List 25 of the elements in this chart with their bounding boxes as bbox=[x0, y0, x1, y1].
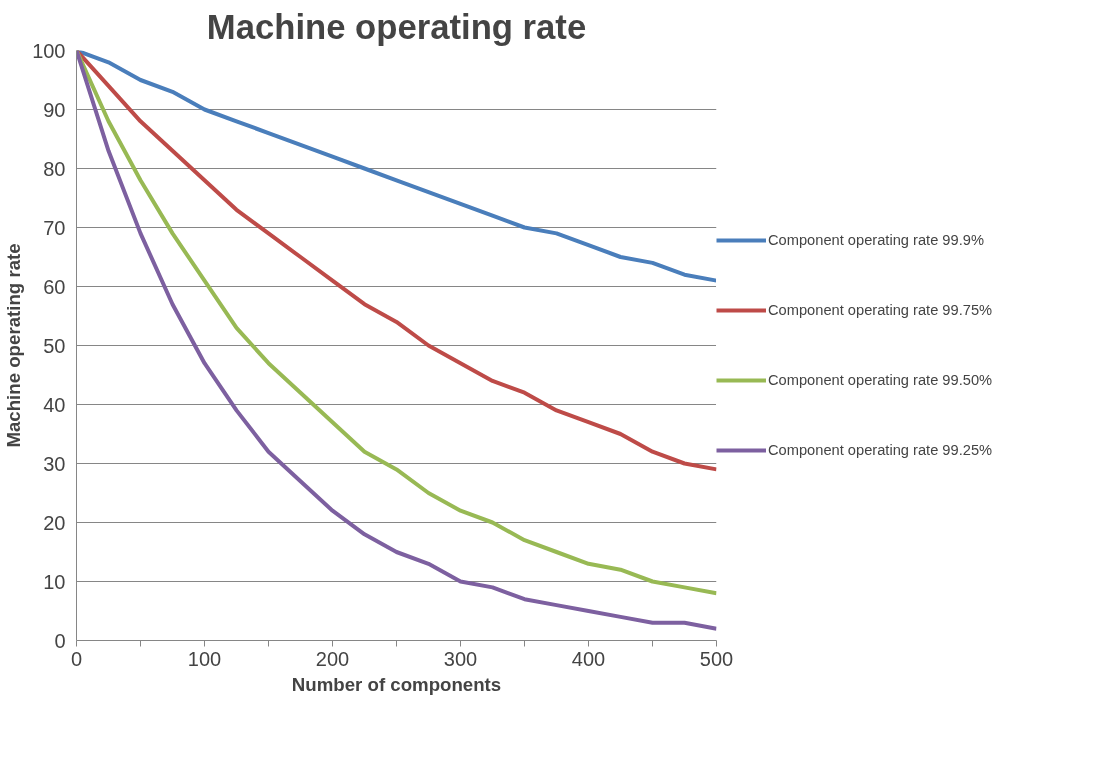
y-tick-label: 60 bbox=[43, 275, 66, 298]
y-tick-label: 70 bbox=[43, 216, 66, 239]
x-tick-label: 500 bbox=[699, 647, 734, 670]
legend-label: Component operating rate 99.9% bbox=[768, 232, 984, 248]
x-tick-label: 400 bbox=[571, 647, 606, 670]
y-tick-label: 40 bbox=[43, 393, 66, 416]
x-axis-title: Number of components bbox=[291, 673, 502, 695]
x-tick-label: 200 bbox=[315, 647, 350, 670]
line-series bbox=[76, 50, 717, 472]
y-tick-label: 10 bbox=[43, 570, 66, 593]
y-tick-label: 50 bbox=[43, 334, 66, 357]
legend-label: Component operating rate 99.25% bbox=[768, 442, 993, 458]
legend-label: Component operating rate 99.50% bbox=[768, 372, 993, 388]
y-tick-label: 30 bbox=[43, 452, 66, 475]
y-tick-label: 20 bbox=[43, 511, 66, 534]
y-axis-title: Machine operating rate bbox=[3, 243, 25, 448]
y-tick-label: 100 bbox=[32, 39, 66, 62]
x-tick-label: 100 bbox=[187, 647, 222, 670]
chart-title: Machine operating rate bbox=[206, 7, 587, 46]
y-tick-label: 0 bbox=[54, 629, 66, 652]
x-tick-label: 0 bbox=[70, 647, 83, 670]
y-tick-label: 80 bbox=[43, 157, 66, 180]
y-tick-label: 90 bbox=[43, 98, 66, 121]
legend-label: Component operating rate 99.75% bbox=[768, 302, 993, 318]
x-tick-label: 300 bbox=[443, 647, 478, 670]
